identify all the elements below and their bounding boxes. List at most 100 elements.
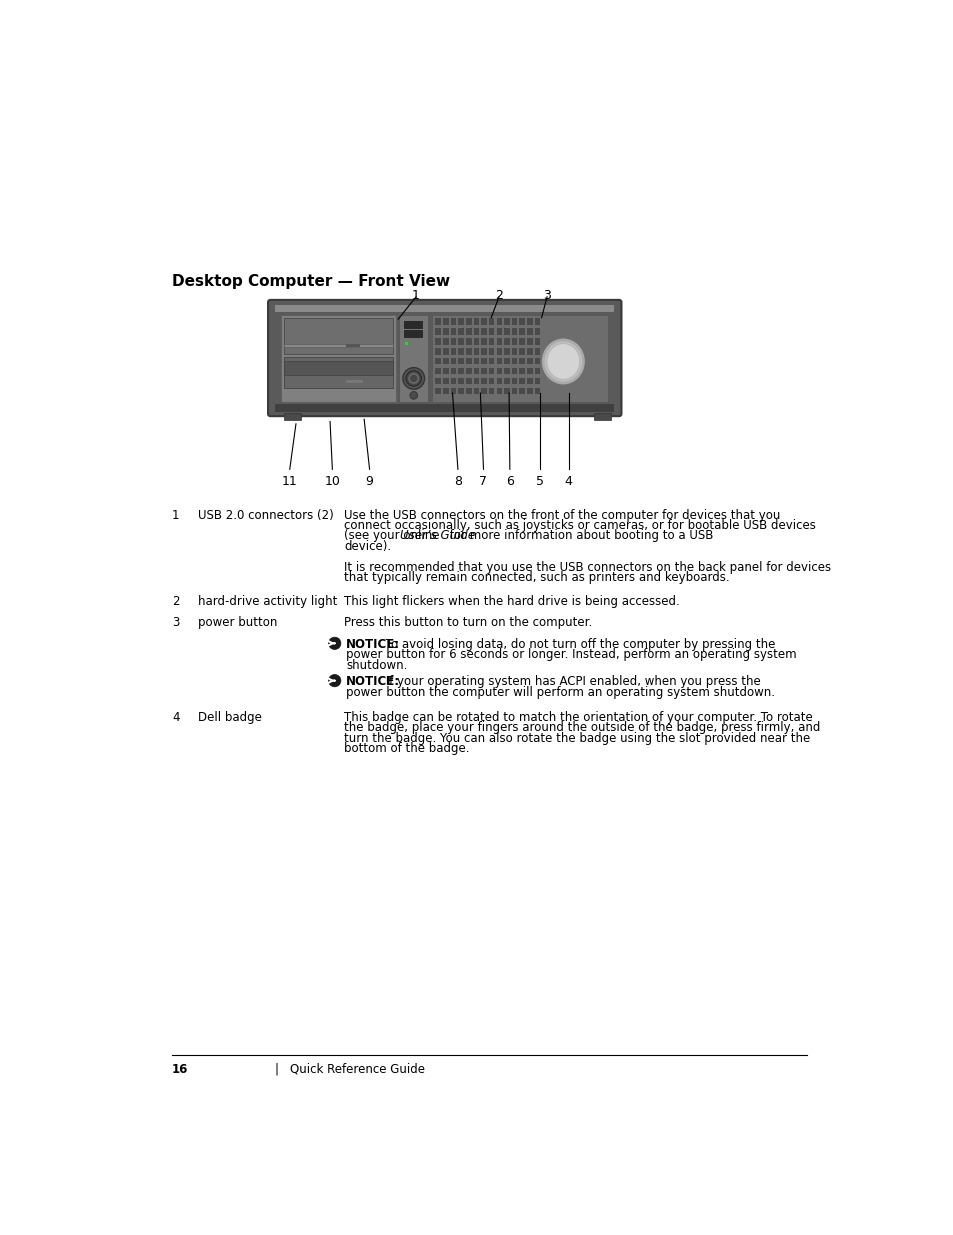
Bar [473,368,478,374]
Bar [519,338,524,345]
Bar [450,378,456,384]
Bar [450,338,456,345]
Bar [480,329,486,335]
Text: 4: 4 [564,475,572,489]
Bar [488,319,494,325]
Bar [504,329,509,335]
Circle shape [406,370,421,387]
Bar [497,319,501,325]
Bar [594,412,611,420]
Bar [480,319,486,325]
Bar [346,380,363,383]
Circle shape [328,637,340,650]
Bar [480,338,486,345]
Bar [442,388,448,394]
Text: connect occasionally, such as joysticks or cameras, or for bootable USB devices: connect occasionally, such as joysticks … [344,519,815,532]
Bar [473,329,478,335]
Bar [504,378,509,384]
Bar [488,388,494,394]
Bar [512,319,517,325]
Text: Press this button to turn on the computer.: Press this button to turn on the compute… [344,615,592,629]
Text: shutdown.: shutdown. [346,658,407,672]
Text: 10: 10 [324,475,340,489]
Bar [457,348,463,354]
Bar [284,362,393,375]
Bar [435,378,440,384]
Bar [527,358,532,364]
Bar [435,368,440,374]
Bar [435,388,440,394]
Bar [450,388,456,394]
Text: User’s Guide: User’s Guide [399,530,475,542]
Bar [457,338,463,345]
Bar [435,329,440,335]
Bar [457,378,463,384]
Bar [450,358,456,364]
Bar [535,358,539,364]
Text: It is recommended that you use the USB connectors on the back panel for devices: It is recommended that you use the USB c… [344,561,830,573]
Text: that typically remain connected, such as printers and keyboards.: that typically remain connected, such as… [344,571,729,584]
Bar [465,319,471,325]
Bar [504,338,509,345]
Bar [527,329,532,335]
Ellipse shape [542,340,583,383]
Bar [488,329,494,335]
Text: hard-drive activity light: hard-drive activity light [198,595,337,608]
Text: 2: 2 [495,289,502,303]
Bar [281,315,395,401]
Text: This light flickers when the hard drive is being accessed.: This light flickers when the hard drive … [344,595,679,608]
Bar [480,378,486,384]
Bar [431,315,608,401]
Bar [450,329,456,335]
Text: DELL: DELL [552,358,574,368]
Bar [435,319,440,325]
Bar [480,358,486,364]
Text: 3: 3 [172,615,179,629]
Text: 16: 16 [172,1063,188,1076]
Bar [473,338,478,345]
Bar [519,388,524,394]
Bar [480,348,486,354]
Text: for more information about booting to a USB: for more information about booting to a … [446,530,713,542]
Text: 3: 3 [542,289,551,303]
Text: Desktop Computer — Front View: Desktop Computer — Front View [172,274,450,289]
Bar [512,388,517,394]
Text: 4: 4 [172,711,179,724]
Bar [497,378,501,384]
Bar [465,348,471,354]
Bar [535,348,539,354]
Bar [274,305,614,312]
Bar [519,319,524,325]
Text: If your operating system has ACPI enabled, when you press the: If your operating system has ACPI enable… [381,676,760,688]
Bar [480,368,486,374]
Text: power button the computer will perform an operating system shutdown.: power button the computer will perform a… [346,685,775,699]
Bar [465,378,471,384]
Text: 7: 7 [479,475,487,489]
Bar [473,319,478,325]
Bar [450,348,456,354]
Bar [512,338,517,345]
Bar [435,358,440,364]
Text: 9: 9 [365,475,374,489]
Bar [497,368,501,374]
Ellipse shape [546,343,579,379]
Bar [442,348,448,354]
Bar [519,378,524,384]
Bar [497,348,501,354]
Bar [442,319,448,325]
Bar [512,358,517,364]
Bar [284,319,393,353]
Bar [535,368,539,374]
Text: turn the badge. You can also rotate the badge using the slot provided near the: turn the badge. You can also rotate the … [344,732,809,745]
Bar [497,338,501,345]
Text: device).: device). [344,540,391,553]
Bar [435,348,440,354]
Text: |: | [274,1063,278,1076]
Text: power button: power button [198,615,277,629]
Bar [497,388,501,394]
Bar [450,368,456,374]
Bar [442,378,448,384]
Bar [473,388,478,394]
Bar [527,388,532,394]
Bar [457,358,463,364]
